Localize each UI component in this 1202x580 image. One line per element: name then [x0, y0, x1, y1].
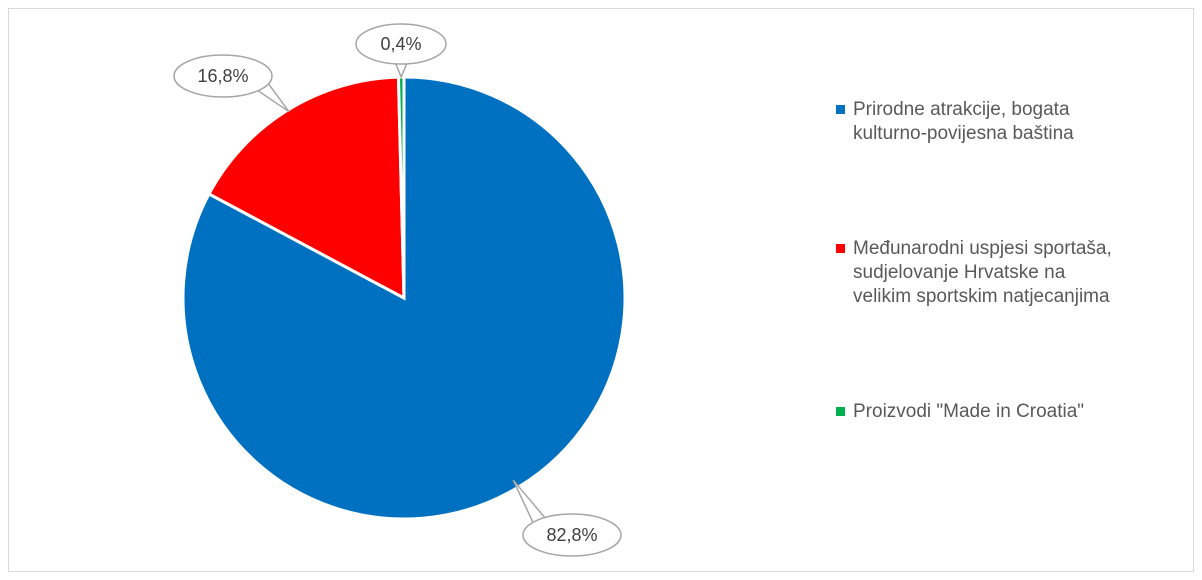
legend-label: Međunarodni uspjesi sportaša, sudjelovan… — [853, 238, 1112, 307]
legend-item-proizvodi: Proizvodi "Made in Croatia" — [836, 400, 1196, 424]
legend-swatch — [836, 407, 845, 416]
callout-bubble-fill — [524, 515, 620, 555]
data-label: 82,8% — [546, 525, 597, 545]
data-label: 16,8% — [197, 66, 248, 86]
legend-item-prirodne-atrakcije: Prirodne atrakcije, bogata kulturno-povi… — [836, 98, 1196, 146]
pie-slices — [181, 75, 627, 521]
legend-swatch — [836, 105, 845, 114]
legend-item-medunarodni-uspjesi: Međunarodni uspjesi sportaša, sudjelovan… — [836, 237, 1196, 309]
legend-swatch — [836, 244, 845, 253]
data-label: 0,4% — [380, 34, 421, 54]
callout-bubble-fill — [175, 56, 271, 96]
legend-label: Prirodne atrakcije, bogata kulturno-povi… — [853, 99, 1074, 144]
callout-bubble-fill — [357, 25, 445, 63]
data-label-callouts: 82,8% 16,8% 0,4% — [173, 23, 622, 557]
legend-label: Proizvodi "Made in Croatia" — [853, 401, 1085, 422]
